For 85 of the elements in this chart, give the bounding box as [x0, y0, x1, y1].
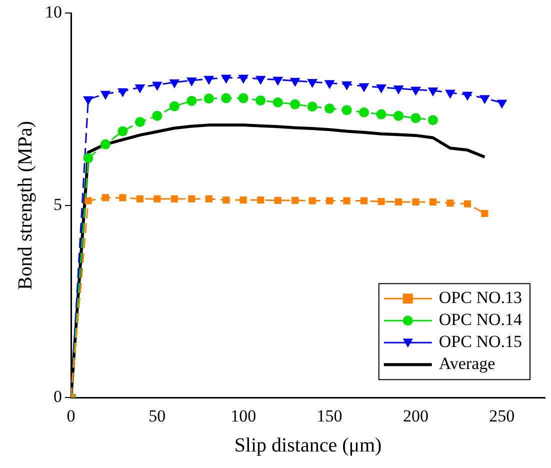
- point: [359, 107, 370, 118]
- point: [481, 210, 488, 218]
- legend-label: OPC NO.14: [438, 310, 522, 330]
- point: [222, 196, 230, 204]
- point: [169, 101, 180, 112]
- point: [204, 94, 214, 104]
- x-tick-label: 250: [489, 406, 515, 426]
- point: [290, 78, 300, 87]
- x-tick-label: 200: [402, 406, 428, 426]
- point: [393, 86, 404, 95]
- point: [393, 110, 404, 121]
- point: [272, 76, 284, 86]
- point: [238, 93, 248, 104]
- point: [205, 195, 212, 202]
- legend-label: OPC NO.15: [438, 332, 522, 352]
- point: [186, 77, 197, 86]
- point: [240, 196, 247, 204]
- point: [342, 81, 352, 90]
- point: [188, 195, 196, 202]
- point: [307, 102, 318, 112]
- point: [343, 197, 350, 204]
- point: [412, 198, 420, 206]
- point: [376, 84, 386, 94]
- point: [238, 74, 249, 84]
- point: [170, 195, 178, 202]
- x-axis-title: Slip distance (μm): [234, 434, 382, 456]
- point: [324, 80, 335, 90]
- point: [83, 153, 94, 164]
- point: [274, 196, 282, 204]
- point: [308, 197, 316, 204]
- point: [394, 198, 402, 206]
- point: [84, 197, 92, 204]
- point: [154, 195, 161, 202]
- point: [118, 126, 128, 136]
- point: [462, 92, 473, 101]
- point: [342, 105, 352, 116]
- point: [100, 139, 110, 150]
- legend-label: Average: [438, 354, 496, 374]
- x-tick-label: 0: [66, 406, 76, 426]
- x-tick-label: 150: [316, 406, 342, 426]
- point: [326, 197, 334, 204]
- y-tick-label: 5: [54, 194, 62, 214]
- point: [256, 95, 266, 106]
- point: [100, 90, 111, 100]
- x-tick-label: 100: [230, 406, 256, 426]
- point: [204, 76, 214, 85]
- point: [410, 113, 421, 124]
- point: [292, 196, 299, 204]
- point: [324, 104, 335, 114]
- point: [428, 115, 438, 126]
- point: [119, 194, 126, 202]
- point: [446, 200, 454, 207]
- point: [428, 87, 438, 96]
- point: [152, 110, 162, 121]
- x-tick-label: 50: [148, 406, 166, 426]
- point: [257, 196, 264, 204]
- point: [255, 76, 266, 85]
- point: [429, 198, 436, 206]
- point: [83, 96, 94, 106]
- point: [376, 109, 386, 120]
- point: [102, 194, 110, 202]
- point: [118, 88, 128, 98]
- point: [479, 95, 490, 104]
- point: [221, 93, 232, 104]
- point: [152, 82, 162, 91]
- point: [186, 96, 197, 106]
- point: [136, 195, 144, 202]
- legend-label: OPC NO.13: [438, 288, 522, 308]
- point: [220, 74, 232, 84]
- point: [290, 99, 300, 110]
- point: [410, 86, 421, 96]
- point: [307, 79, 318, 88]
- point: [496, 100, 508, 109]
- point: [360, 197, 368, 204]
- point: [358, 83, 370, 92]
- y-tick-label: 0: [54, 387, 62, 406]
- point: [134, 116, 145, 127]
- point: [169, 79, 180, 88]
- point: [445, 90, 456, 99]
- point: [464, 200, 471, 208]
- y-tick-label: 10: [45, 2, 62, 22]
- point: [378, 198, 385, 206]
- y-axis-title: Bond strength (MPa): [14, 120, 36, 290]
- point: [272, 97, 283, 108]
- point: [134, 84, 146, 94]
